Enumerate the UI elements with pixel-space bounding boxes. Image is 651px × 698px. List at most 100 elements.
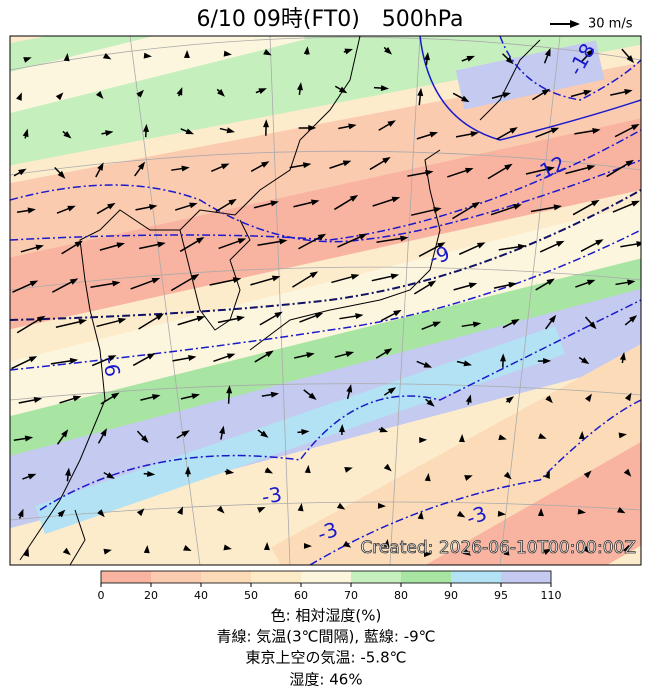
wind-head [257, 507, 266, 513]
wind-head [349, 195, 359, 202]
wind-arrow [303, 389, 317, 400]
wind-head [471, 201, 481, 209]
wind-head [260, 430, 269, 438]
wind-head [503, 471, 512, 480]
wind-head [265, 350, 274, 358]
wind-head [437, 242, 446, 249]
wind-head [301, 429, 310, 436]
wind-head [176, 87, 183, 96]
wind-arrow [572, 199, 600, 216]
wind-head [338, 86, 348, 94]
wind-arrow [219, 425, 226, 440]
wind-arrow [213, 353, 236, 362]
wind-arrow [102, 52, 112, 60]
wind-arrow [177, 506, 183, 515]
wind-arrow [537, 357, 552, 364]
wind-head [65, 467, 72, 476]
wind-arrow [253, 200, 279, 209]
wind-arrow [139, 241, 166, 250]
wind-head [423, 551, 432, 558]
wind-arrow [96, 317, 127, 328]
wind-arrow [498, 434, 507, 441]
wind-head [309, 271, 319, 279]
wind-head [237, 238, 247, 245]
wind-arrow [371, 273, 400, 282]
wind-arrow [606, 159, 634, 178]
wind-arrow [254, 350, 274, 363]
wind-arrow [383, 387, 397, 396]
wind-head [317, 233, 327, 241]
wind-arrow [23, 57, 32, 63]
wind-head [345, 351, 355, 358]
wind-head [306, 352, 315, 359]
wind-head [553, 204, 562, 211]
wind-arrow [416, 360, 433, 368]
wind-head [196, 315, 206, 322]
wind-arrow [11, 356, 38, 370]
wind-arrow [610, 89, 633, 96]
wind-arrow [180, 128, 195, 135]
wind-arrow [418, 242, 446, 258]
wind-head [555, 240, 565, 247]
wind-arrow [294, 352, 315, 359]
wind-arrow [452, 92, 470, 103]
wind-arrow [215, 198, 237, 213]
wind-head [384, 47, 393, 55]
wind-head [177, 506, 183, 515]
wind-head [627, 279, 636, 286]
colorbar-tick-label: 40 [194, 589, 208, 602]
wind-head [417, 87, 424, 97]
wind-head [314, 312, 324, 319]
wind-arrow [623, 468, 632, 477]
wind-arrow [455, 131, 479, 138]
wind-arrow [614, 124, 640, 138]
wind-head [111, 392, 120, 400]
wind-arrow [417, 511, 424, 520]
wind-arrow [503, 471, 512, 480]
wind-head [63, 131, 72, 139]
wind-arrow [62, 130, 72, 139]
wind-arrow [496, 127, 518, 140]
wind-arrow [101, 130, 114, 137]
wind-arrow [413, 280, 437, 295]
wind-head [619, 352, 626, 361]
wind-arrow [424, 473, 431, 482]
wind-arrow [538, 433, 547, 439]
wind-shaft [16, 316, 44, 334]
wind-head [544, 47, 551, 57]
dry-band [271, 343, 641, 565]
wind-arrow [565, 164, 596, 175]
wind-arrow [624, 392, 632, 402]
wind-head [181, 165, 190, 172]
wind-head [23, 57, 32, 63]
map: -18 -12 -9 -6 -3 -3 -3 Created: 2026-06-… [10, 36, 641, 565]
wind-head [105, 130, 114, 137]
wind-head [220, 163, 230, 170]
humid-band [10, 36, 305, 114]
wind-arrow [464, 475, 473, 481]
wind-head [624, 392, 632, 402]
wind-head [16, 92, 22, 101]
wind-head [577, 508, 586, 515]
wind-head [62, 547, 71, 556]
wind-head [498, 434, 507, 441]
wind-head [538, 433, 547, 439]
colorbar-segment [251, 571, 302, 583]
wind-arrow [226, 385, 233, 404]
wind-arrow [615, 279, 636, 286]
wind-arrow [545, 314, 557, 330]
wind-head [591, 199, 600, 207]
wind-arrow [174, 202, 198, 211]
wind-arrow [334, 85, 348, 94]
colorbar: 0 20 40 50 60 70 80 90 95 110 [98, 570, 562, 602]
wind-arrow [537, 508, 544, 517]
wind-arrow [179, 237, 205, 253]
wind-head [586, 279, 596, 286]
wind-head [23, 548, 30, 557]
wind-arrow [535, 127, 560, 138]
wind-head [29, 280, 39, 287]
contour-label: -6 [98, 355, 125, 379]
wind-arrow [329, 160, 352, 169]
wind-head [625, 159, 634, 167]
wind-arrow [97, 509, 105, 518]
